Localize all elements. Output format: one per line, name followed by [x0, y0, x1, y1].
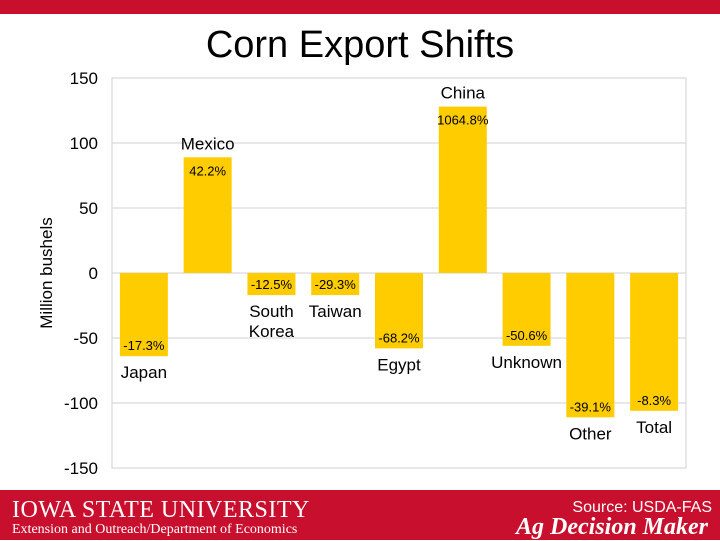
category-label: Egypt [377, 355, 421, 374]
data-label: -29.3% [315, 277, 357, 292]
category-label: Taiwan [309, 302, 362, 321]
data-label: -50.6% [506, 328, 548, 343]
bar-mexico [183, 157, 232, 273]
y-tick-label: -150 [64, 459, 98, 478]
y-axis-label: Million bushels [37, 217, 56, 329]
data-label: -68.2% [378, 330, 420, 345]
bar-china [438, 106, 487, 273]
y-tick-label: -50 [73, 329, 98, 348]
category-label: Japan [121, 363, 167, 382]
bar-total [630, 273, 679, 411]
bar-unknown [502, 273, 551, 346]
y-tick-label: 150 [70, 69, 98, 88]
y-tick-label: 100 [70, 134, 98, 153]
y-tick-label: 50 [79, 199, 98, 218]
slide-title: Corn Export Shifts [205, 24, 515, 66]
source-text: Source: USDA-FAS [572, 499, 712, 516]
data-label: -8.3% [637, 393, 671, 408]
data-label: 1064.8% [437, 113, 489, 128]
program-logo-text: Ag Decision Maker [516, 514, 708, 540]
university-wordmark: IOWA STATE UNIVERSITY [12, 497, 310, 523]
y-tick-label: 0 [89, 264, 98, 283]
bar-japan [119, 273, 168, 357]
data-label: -39.1% [570, 399, 612, 414]
data-label: -17.3% [123, 338, 165, 353]
category-label: South Korea [249, 302, 295, 341]
category-label: Other [569, 424, 612, 443]
category-label: Mexico [181, 134, 235, 153]
category-label: Unknown [491, 353, 562, 372]
bar-other [566, 273, 615, 418]
bar-taiwan [311, 273, 360, 296]
category-label: Total [636, 418, 672, 437]
data-label: -12.5% [251, 277, 293, 292]
category-label: China [441, 84, 486, 103]
bar-chart: 150 100 50 0 -50 -100 -150 Million bushels -17.3… [37, 69, 687, 478]
y-tick-label: -100 [64, 394, 98, 413]
footer-bar: IOWA STATE UNIVERSITY Extension and Outr… [0, 490, 720, 540]
bar-south-korea [247, 273, 296, 296]
top-red-bar [0, 0, 720, 14]
department-text: Extension and Outreach/Department of Eco… [12, 522, 298, 537]
data-label: 42.2% [189, 163, 226, 178]
bar-egypt [375, 273, 423, 349]
